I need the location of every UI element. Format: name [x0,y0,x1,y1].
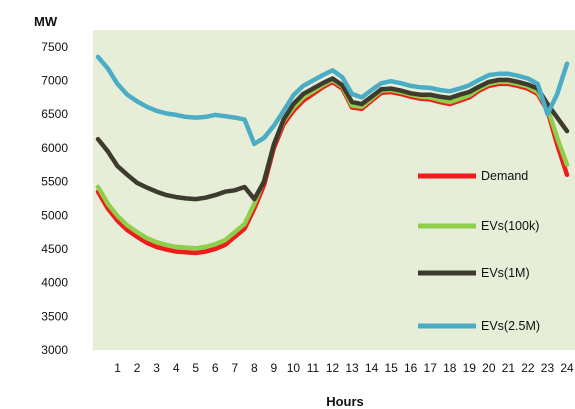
x-tick-label: 10 [287,361,301,375]
y-tick-label: 4000 [41,276,68,290]
x-tick-label: 5 [192,361,199,375]
x-tick-label: 16 [404,361,418,375]
x-axis-title: Hours [326,394,364,409]
legend-label-1: EVs(100k) [481,219,539,233]
x-tick-label: 3 [153,361,160,375]
x-tick-label: 7 [231,361,238,375]
x-tick-label: 24 [560,361,574,375]
x-tick-label: 21 [502,361,516,375]
legend: Demand EVs(100k) EVs(1M) EVs(2.5M) [418,169,540,333]
y-tick-label: 5000 [41,208,68,222]
series-line-2 [95,76,570,202]
y-tick-label: 3000 [41,343,68,357]
y-tick-label: 6500 [41,107,68,121]
legend-label-2: EVs(1M) [481,266,530,280]
x-tick-label: 23 [541,361,555,375]
y-tick-label: 4500 [41,242,68,256]
x-tick-label: 1 [114,361,121,375]
x-tick-label: 15 [384,361,398,375]
y-tick-label: 6000 [41,141,68,155]
x-axis-ticks: 1 2 3 4 5 6 7 8 9 10 11 12 13 14 15 16 17 18 19 20 21 22 23 24 [114,361,574,375]
x-tick-label: 14 [365,361,379,375]
x-tick-label: 20 [482,361,496,375]
series-line-3 [95,54,570,147]
x-tick-label: 18 [443,361,457,375]
y-tick-label: 5500 [41,175,68,189]
x-tick-label: 2 [134,361,141,375]
x-tick-label: 11 [307,361,320,375]
legend-label-3: EVs(2.5M) [481,319,540,333]
x-tick-label: 9 [271,361,278,375]
y-axis-title: MW [34,14,58,29]
series-lines [95,54,570,256]
y-tick-label: 7500 [41,40,68,54]
x-tick-label: 12 [326,361,340,375]
y-axis-ticks: 3000 3500 4000 4500 5000 5500 6000 6500 7000 7500 [41,40,68,357]
x-tick-label: 8 [251,361,258,375]
x-tick-label: 4 [173,361,180,375]
x-tick-label: 19 [463,361,477,375]
x-tick-label: 17 [424,361,438,375]
x-tick-label: 22 [521,361,535,375]
x-tick-label: 13 [345,361,359,375]
y-tick-label: 7000 [41,74,68,88]
x-tick-label: 6 [212,361,219,375]
y-tick-label: 3500 [41,309,68,323]
legend-label-0: Demand [481,169,528,183]
